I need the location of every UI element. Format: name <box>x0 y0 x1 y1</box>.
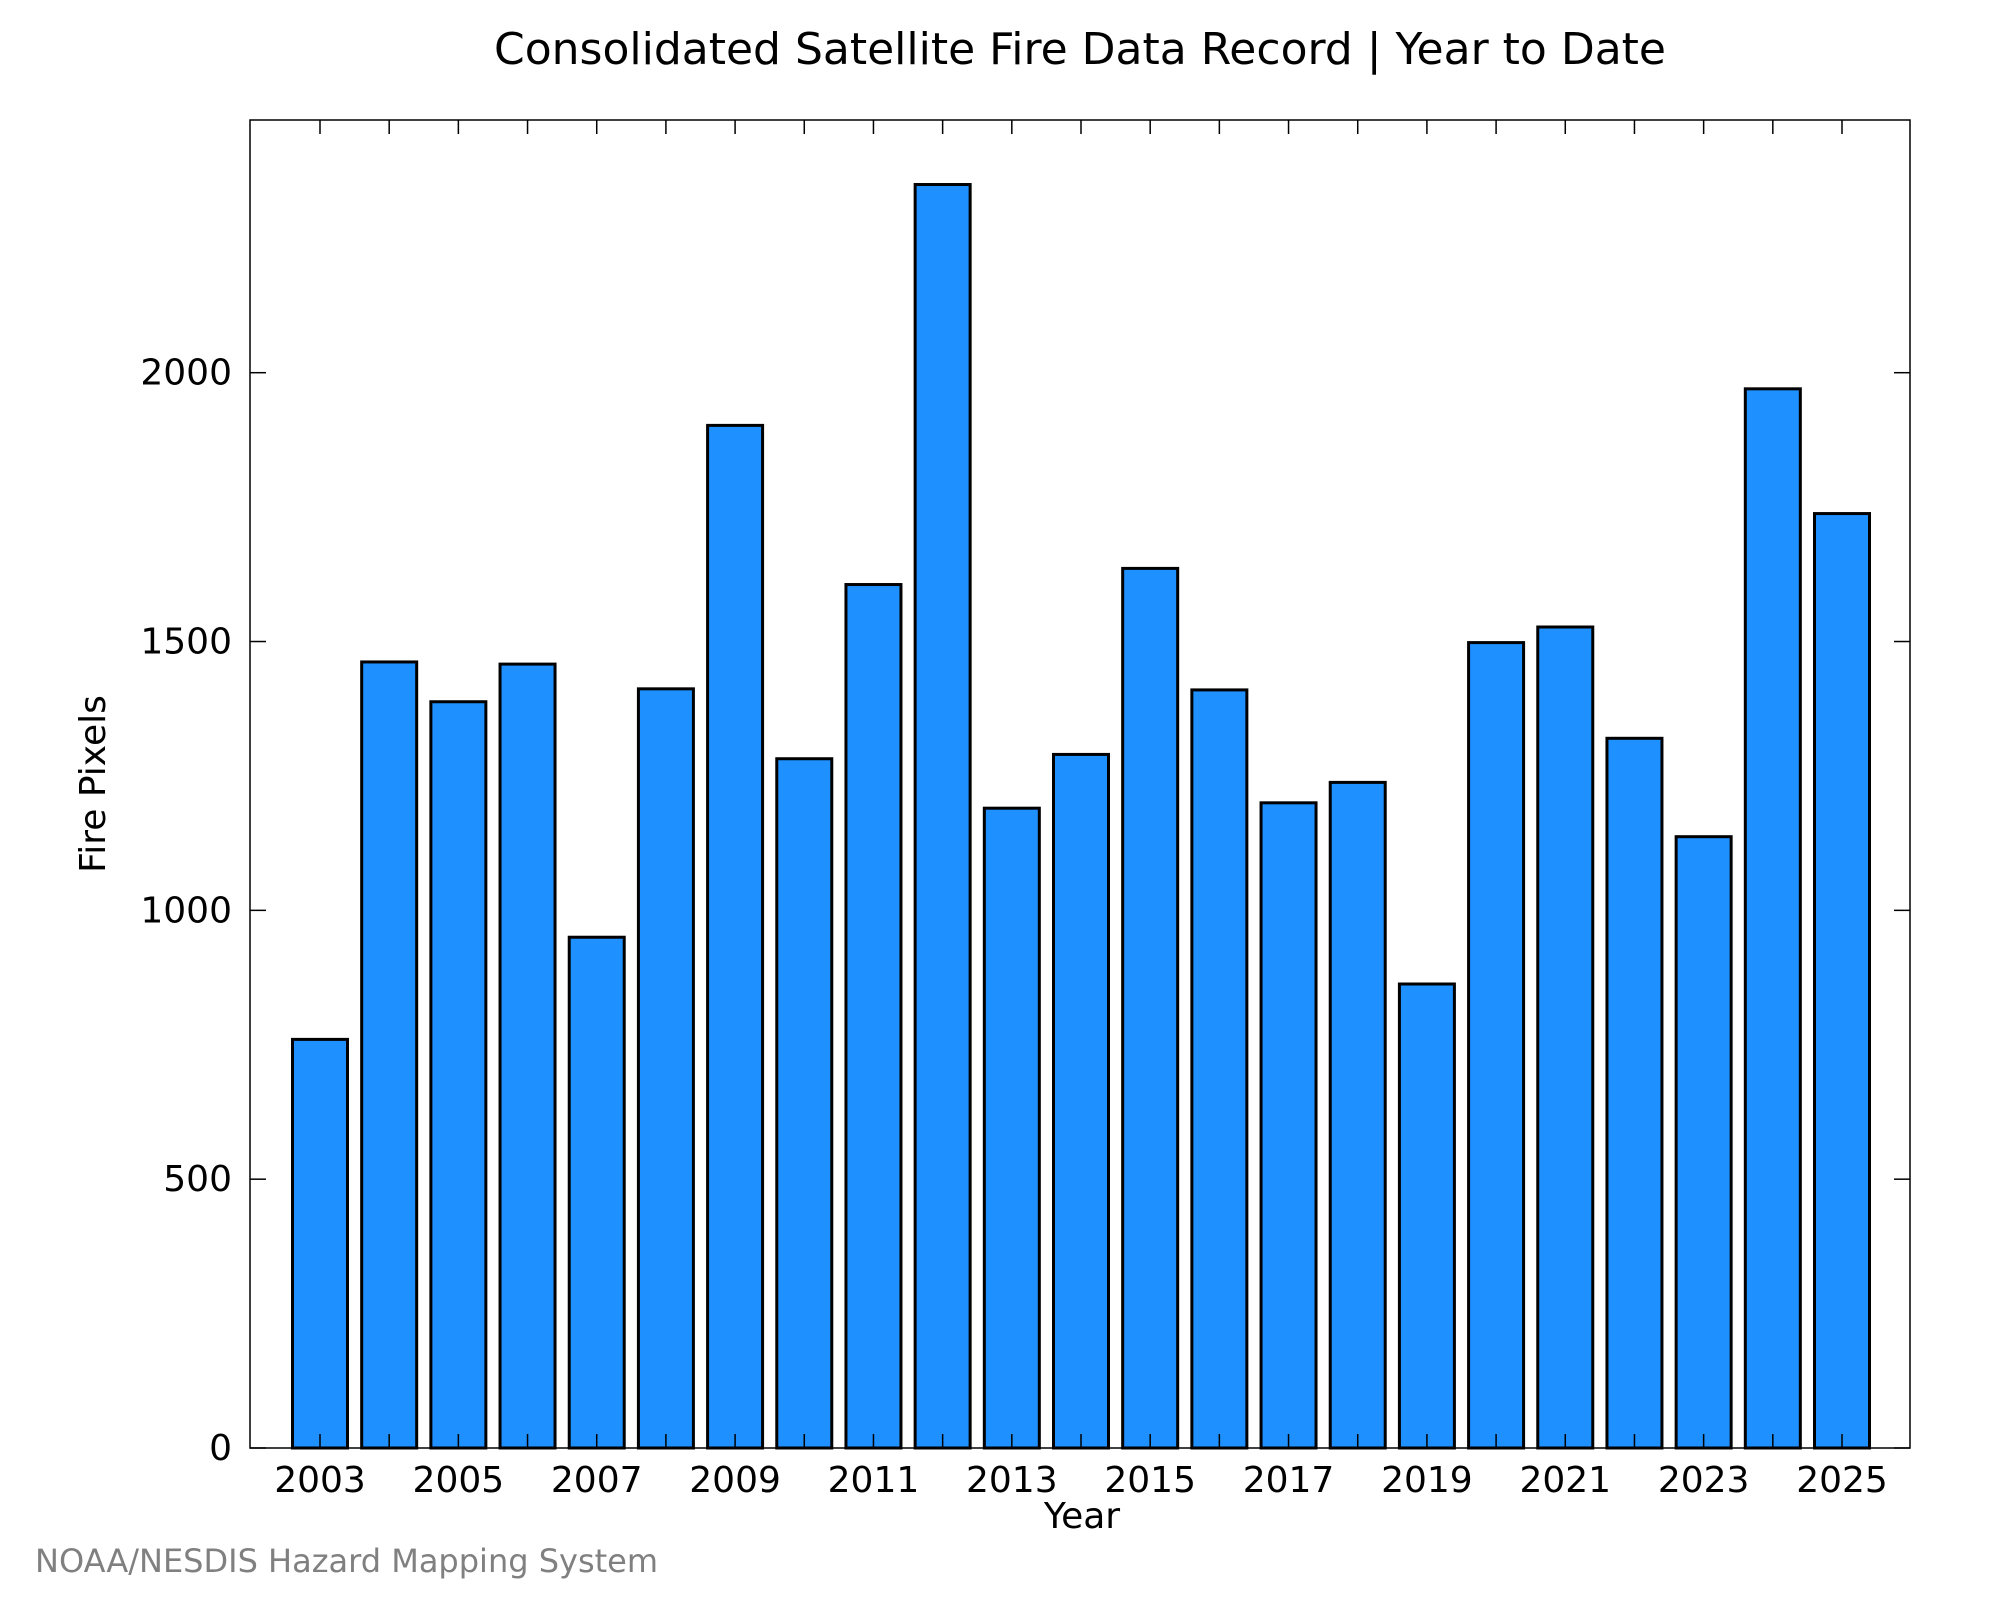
bar-2021 <box>1536 625 1595 1450</box>
bar-2020 <box>1467 641 1526 1450</box>
y-tick-label: 1500 <box>140 622 232 663</box>
bar-2010 <box>775 757 834 1450</box>
y-tick-label: 0 <box>209 1428 232 1469</box>
chart-title: Consolidated Satellite Fire Data Record … <box>494 24 1666 75</box>
x-tick-label: 2003 <box>274 1460 366 1501</box>
bar-2017 <box>1259 801 1318 1450</box>
bar-2004 <box>360 660 419 1450</box>
bar-2014 <box>1052 752 1110 1450</box>
plot-frame <box>249 119 1911 1449</box>
bar-2006 <box>498 662 557 1450</box>
x-axis-label: Year <box>1043 1496 1120 1537</box>
x-tick-label: 2023 <box>1658 1460 1750 1501</box>
bar-2003 <box>291 1037 349 1450</box>
bar-2025 <box>1813 512 1871 1450</box>
y-tick-label: 2000 <box>140 353 232 394</box>
bar-2019 <box>1397 982 1456 1450</box>
x-tick-label: 2005 <box>413 1460 505 1501</box>
credit-text: NOAA/NESDIS Hazard Mapping System <box>35 1542 658 1580</box>
x-tick-label: 2007 <box>551 1460 643 1501</box>
bar-2015 <box>1121 566 1180 1450</box>
bar-2023 <box>1674 835 1733 1450</box>
bar-2018 <box>1328 780 1387 1450</box>
x-axis-ticks: 2003 2005 2007 2009 2011 2013 2015 2017 2019 2021… <box>274 120 1888 1501</box>
bar-2013 <box>982 806 1041 1450</box>
x-tick-label: 2017 <box>1243 1460 1335 1501</box>
bar-2007 <box>567 935 626 1450</box>
x-tick-label: 2019 <box>1381 1460 1473 1501</box>
x-tick-label: 2021 <box>1519 1460 1611 1501</box>
bar-2008 <box>636 687 695 1450</box>
bar-2011 <box>844 583 903 1450</box>
x-tick-label: 2015 <box>1104 1460 1196 1501</box>
bar-2022 <box>1605 736 1664 1450</box>
x-tick-label: 2025 <box>1796 1460 1888 1501</box>
bar-group <box>291 183 1871 1450</box>
x-tick-label: 2011 <box>828 1460 920 1501</box>
x-tick-label: 2009 <box>689 1460 781 1501</box>
x-tick-label: 2013 <box>966 1460 1058 1501</box>
y-tick-label: 500 <box>163 1159 232 1200</box>
y-tick-label: 1000 <box>140 890 232 931</box>
y-axis-ticks: 0 500 1000 1500 2000 <box>140 353 1910 1469</box>
bar-2005 <box>429 700 488 1450</box>
y-axis-label: Fire Pixels <box>73 695 114 873</box>
bar-2009 <box>706 423 765 1450</box>
bar-2016 <box>1190 688 1249 1450</box>
bar-2024 <box>1743 387 1802 1450</box>
bar-2012 <box>913 183 972 1450</box>
